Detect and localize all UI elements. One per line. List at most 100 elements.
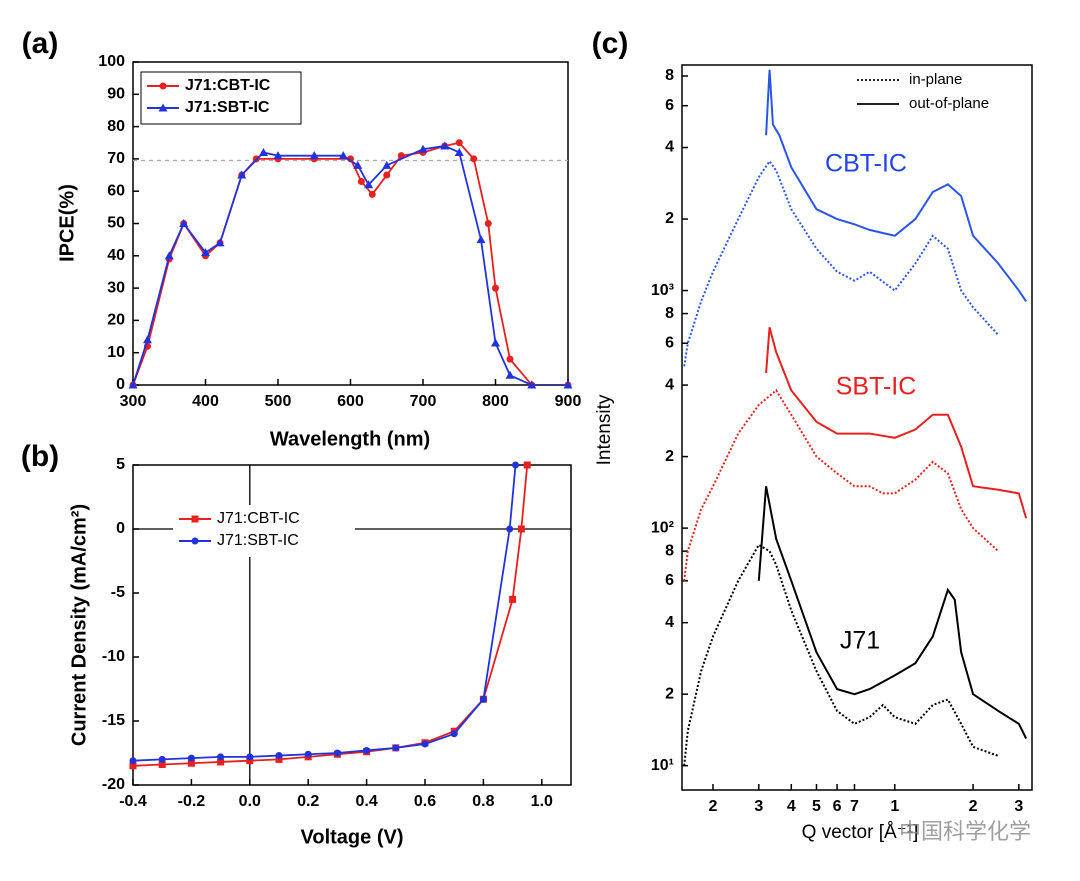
marker — [476, 235, 486, 244]
watermark: 中国科学化学 — [899, 819, 1031, 844]
marker — [492, 284, 499, 292]
marker — [159, 82, 167, 90]
x-tick-label: -0.4 — [119, 793, 147, 810]
y-tick-label: -20 — [102, 776, 125, 793]
legend-box — [140, 71, 302, 125]
y-tick-label: 50 — [107, 215, 125, 232]
y-tick-label: 10³ — [651, 282, 674, 299]
marker — [143, 335, 152, 344]
marker — [418, 144, 428, 153]
x-tick-label: 1.0 — [531, 793, 553, 810]
marker — [523, 461, 531, 469]
series-line — [683, 388, 999, 581]
x-tick-label: 400 — [192, 393, 219, 410]
curve-label: J71 — [840, 627, 880, 655]
series-line — [765, 69, 1027, 302]
y-tick-label: 80 — [107, 118, 125, 135]
x-tick-label: 800 — [482, 393, 509, 410]
marker — [454, 147, 464, 156]
marker — [158, 103, 168, 112]
marker — [129, 762, 137, 770]
marker — [215, 238, 225, 247]
marker — [275, 755, 283, 763]
y-tick-label: 8 — [665, 67, 674, 84]
x-tick-label: 2 — [709, 798, 718, 815]
y-tick-label: 5 — [116, 456, 125, 473]
marker — [357, 178, 365, 186]
x-tick-label: 6 — [833, 798, 842, 815]
marker — [491, 338, 500, 347]
marker — [237, 170, 247, 179]
marker — [275, 752, 283, 760]
x-tick-label: 5 — [812, 798, 821, 815]
marker — [129, 757, 137, 765]
marker — [309, 151, 319, 160]
panel-label: (b) — [21, 440, 59, 473]
marker — [179, 219, 189, 227]
marker — [470, 155, 478, 163]
y-axis-label: Current Density (mA/cm²) — [68, 504, 90, 746]
y-tick-label: 40 — [107, 247, 125, 264]
marker — [364, 180, 374, 189]
legend-label: J71:SBT-IC — [185, 99, 270, 116]
legend-label: in-plane — [909, 71, 962, 88]
y-tick-label: 8 — [665, 542, 674, 559]
marker — [421, 740, 429, 748]
plot-frame — [681, 64, 1033, 791]
y-tick-label: 2 — [665, 685, 674, 702]
panel-label: (a) — [22, 27, 59, 60]
x-tick-label: 600 — [337, 393, 364, 410]
marker — [479, 695, 487, 703]
legend-label: J71:CBT-IC — [217, 510, 300, 527]
x-tick-label: 7 — [850, 798, 859, 815]
y-tick-label: 2 — [665, 448, 674, 465]
x-tick-label: -0.2 — [178, 793, 206, 810]
y-tick-label: 4 — [665, 376, 674, 393]
y-tick-label: -15 — [102, 712, 125, 729]
marker — [512, 461, 520, 469]
marker — [484, 220, 492, 227]
y-tick-label: 30 — [107, 279, 125, 296]
marker — [191, 515, 199, 523]
y-tick-label: 90 — [107, 86, 125, 103]
y-tick-label: 6 — [665, 97, 674, 114]
marker — [505, 370, 515, 379]
marker — [304, 750, 312, 758]
x-tick-label: 500 — [265, 393, 292, 410]
y-tick-label: 20 — [107, 312, 125, 329]
y-tick-label: 6 — [665, 572, 674, 589]
marker — [506, 525, 514, 533]
marker — [187, 754, 195, 762]
x-tick-label: 900 — [555, 393, 582, 410]
marker — [128, 380, 138, 389]
marker — [353, 160, 363, 169]
y-tick-label: 8 — [665, 305, 674, 322]
x-tick-label: 2 — [969, 798, 978, 815]
y-tick-label: 60 — [107, 182, 125, 199]
marker — [217, 758, 225, 766]
y-axis-label: Intensity — [594, 394, 615, 465]
marker — [164, 251, 174, 260]
marker — [392, 744, 400, 752]
y-tick-label: 10 — [107, 344, 125, 361]
x-tick-label: 0.6 — [414, 793, 436, 810]
marker — [517, 525, 525, 533]
marker — [259, 147, 268, 156]
marker — [246, 757, 254, 765]
series-line — [683, 159, 1000, 367]
y-tick-label: 2 — [665, 210, 674, 227]
x-tick-label: 700 — [410, 393, 437, 410]
y-tick-label: 4 — [665, 139, 674, 156]
marker — [246, 753, 254, 761]
y-tick-label: 0 — [116, 520, 125, 537]
y-tick-label: 100 — [98, 53, 125, 70]
marker — [273, 151, 283, 160]
marker — [450, 730, 458, 738]
marker — [333, 749, 341, 757]
x-tick-label: 4 — [787, 798, 796, 815]
series-line — [133, 465, 529, 767]
legend-label: J71:SBT-IC — [217, 532, 299, 549]
marker — [368, 190, 376, 198]
series-line — [683, 543, 999, 766]
